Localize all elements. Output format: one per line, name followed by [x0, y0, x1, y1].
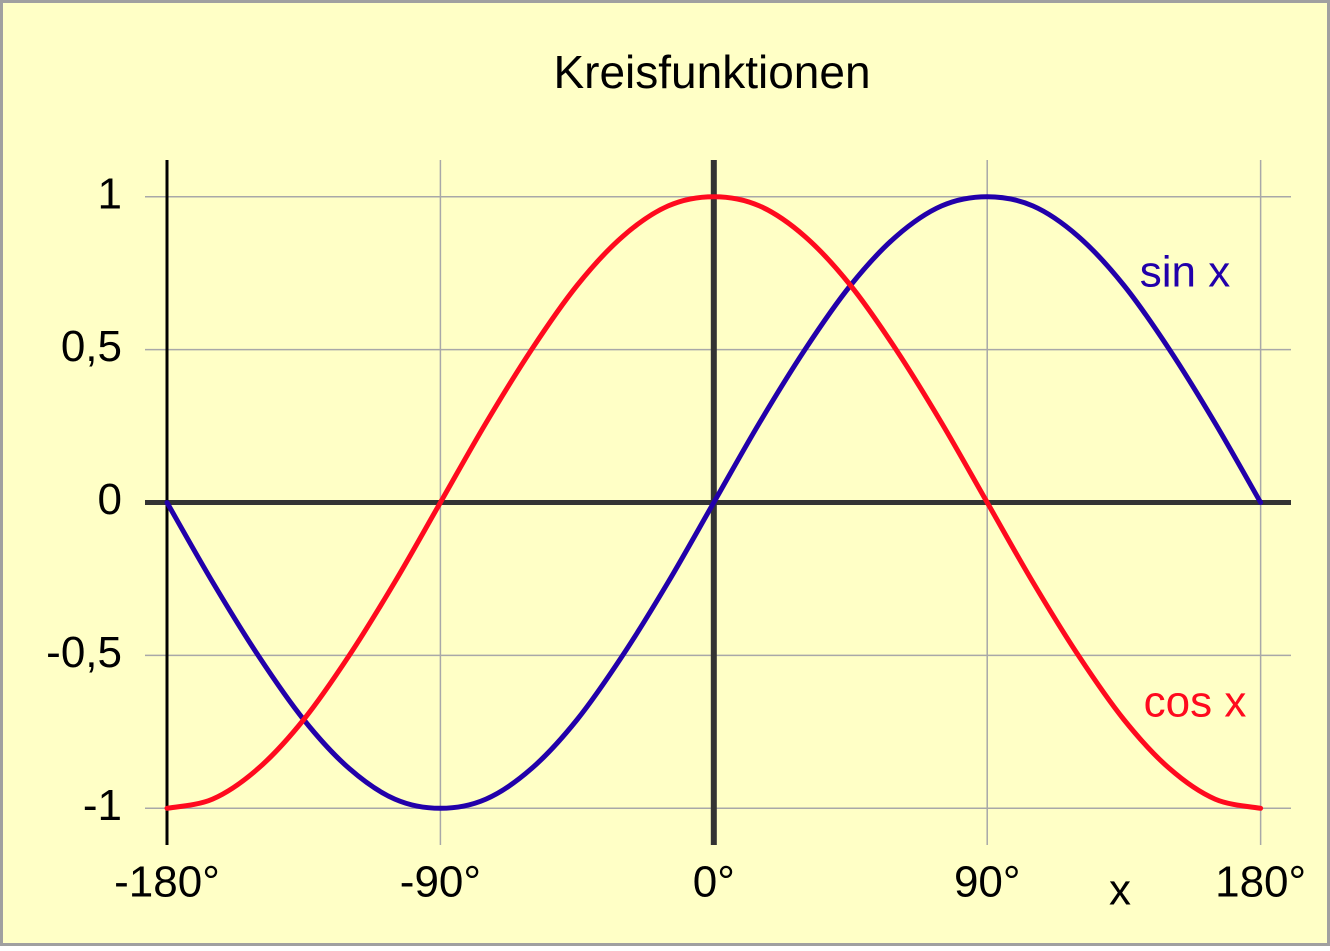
y-tick-label: -0,5 [46, 628, 122, 677]
series-line [164, 194, 1264, 811]
x-axis-label: x [1109, 866, 1131, 915]
series-label: sin x [1140, 248, 1230, 297]
y-tick-label: -1 [83, 781, 122, 830]
y-tick-label: 0,5 [61, 322, 122, 371]
x-tick-label: -180° [114, 858, 220, 907]
y-tick-label: 0 [98, 475, 122, 524]
x-tick-label: 90° [954, 858, 1021, 907]
x-tick-label: -90° [400, 858, 481, 907]
x-tick-label: 180° [1215, 858, 1306, 907]
chart-title: Kreisfunktionen [553, 46, 870, 98]
x-tick-label: 0° [693, 858, 735, 907]
series-label: cos x [1144, 678, 1247, 727]
y-tick-label: 1 [98, 169, 122, 218]
series-line [164, 194, 1264, 811]
